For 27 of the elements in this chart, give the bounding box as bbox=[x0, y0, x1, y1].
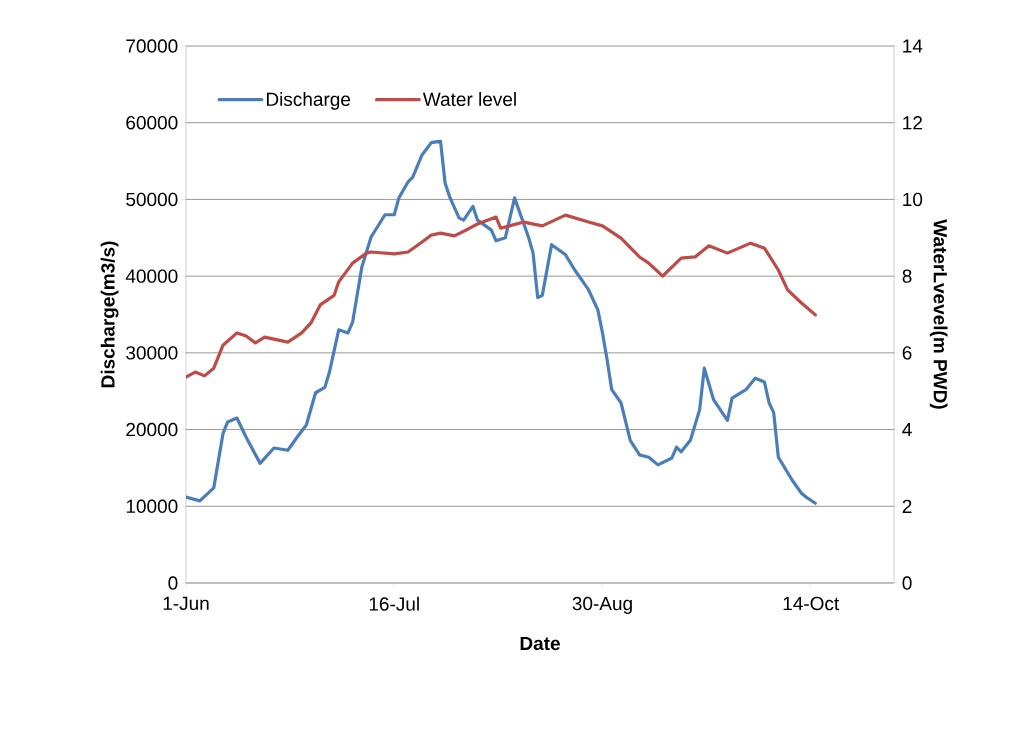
y-tick-label: 40000 bbox=[125, 269, 178, 283]
y-tick-label: 10000 bbox=[126, 499, 178, 514]
x-tick-label: 30-Aug bbox=[572, 596, 632, 615]
y-tick-label: 50000 bbox=[126, 192, 178, 207]
y2-axis-title: WaterLvevel(m PWD) bbox=[929, 219, 948, 409]
y2-tick-label: 8 bbox=[902, 269, 912, 283]
y2-tick-label: 6 bbox=[902, 346, 912, 360]
y2-tick-label: 4 bbox=[902, 423, 912, 437]
y-axis-title: Discharge(m3/s) bbox=[100, 241, 119, 388]
y2-tick-label: 14 bbox=[903, 39, 923, 53]
y2-tick-label: 10 bbox=[903, 192, 923, 207]
x-tick-label: 14-Oct bbox=[783, 596, 840, 611]
legend-label: Discharge bbox=[266, 92, 351, 110]
line-series bbox=[186, 139, 817, 505]
x-tick-label: 16-Jul bbox=[369, 596, 419, 611]
y2-tick-label: 0 bbox=[902, 576, 912, 590]
y-tick-label: 20000 bbox=[126, 422, 178, 437]
line-series bbox=[186, 213, 817, 379]
y-tick-label: 60000 bbox=[126, 115, 178, 130]
y2-tick-label: 12 bbox=[903, 116, 922, 130]
y-tick-label: 30000 bbox=[126, 346, 178, 360]
y2-tick-label: 2 bbox=[902, 499, 912, 513]
legend-label: Water level bbox=[422, 92, 516, 107]
y-tick-label: 0 bbox=[168, 576, 178, 590]
y-tick-label: 70000 bbox=[126, 39, 178, 53]
x-axis-title: Date bbox=[520, 636, 560, 651]
x-tick-label: 1-Jun bbox=[163, 596, 209, 611]
